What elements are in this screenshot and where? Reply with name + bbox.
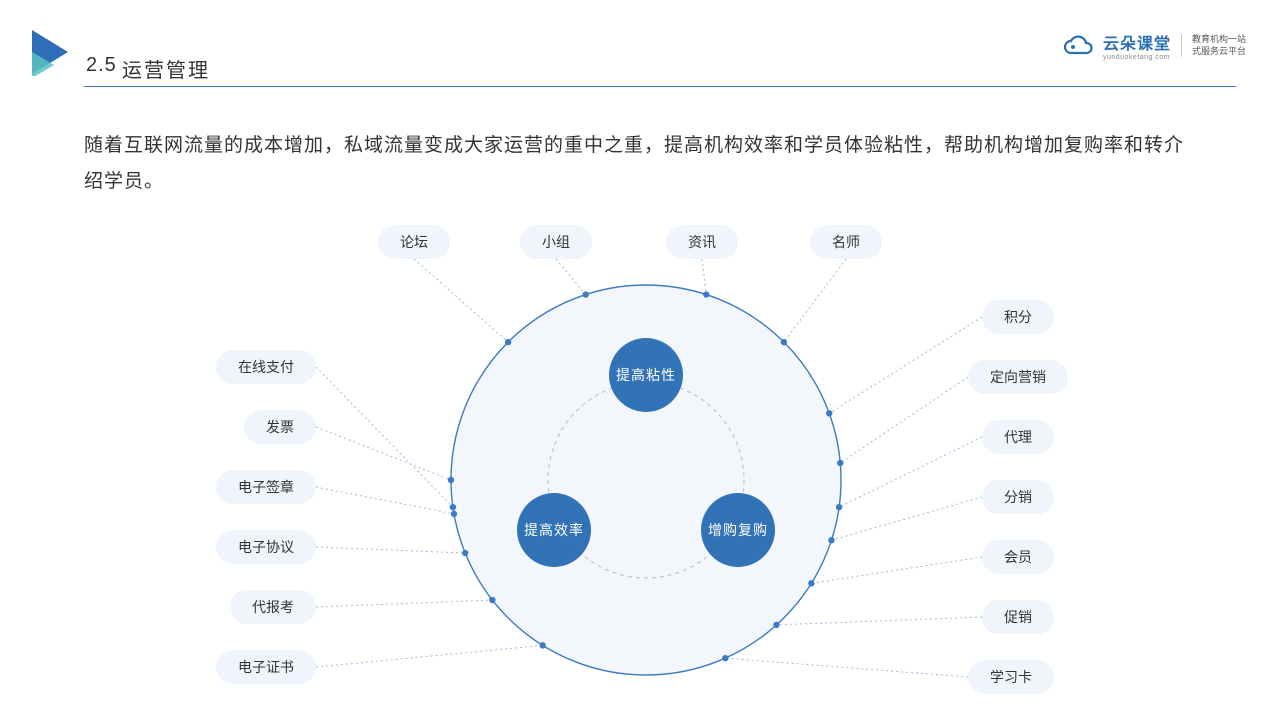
pill-node: 电子协议	[216, 530, 316, 564]
pill-node: 会员	[982, 540, 1054, 574]
pill-node: 分销	[982, 480, 1054, 514]
pill-node: 定向营销	[968, 360, 1068, 394]
hub-node: 提高粘性	[609, 338, 683, 412]
logo-sub-text: yunduoketang.com	[1103, 54, 1171, 61]
pill-node: 资讯	[666, 225, 738, 259]
logo-main-text: 云朵课堂	[1103, 30, 1171, 54]
operations-diagram: 论坛 小组 资讯 名师在线支付发票电子签章电子协议代报考电子证书 积分定向营销代理分销会…	[0, 200, 1280, 720]
pill-node: 在线支付	[216, 350, 316, 384]
cloud-icon	[1063, 35, 1093, 57]
pill-node: 积分	[982, 300, 1054, 334]
pill-node: 学习卡	[968, 660, 1054, 694]
section-number: 2.5	[86, 54, 117, 77]
title-underline	[84, 86, 1236, 87]
diagram-lines	[0, 200, 1280, 720]
brand-logo: 云朵课堂 yunduoketang.com 教育机构一站 式服务云平台	[1063, 30, 1246, 61]
pill-node: 名师	[810, 225, 882, 259]
pill-node: 促销	[982, 600, 1054, 634]
pill-node: 电子签章	[216, 470, 316, 504]
corner-play-icon	[32, 30, 72, 76]
pill-node: 代理	[982, 420, 1054, 454]
pill-node: 发票	[244, 410, 316, 444]
pill-node: 电子证书	[216, 650, 316, 684]
page-title: 运营管理	[122, 54, 210, 83]
hub-node: 增购复购	[701, 493, 775, 567]
pill-node: 论坛	[378, 225, 450, 259]
pill-node: 代报考	[230, 590, 316, 624]
body-paragraph: 随着互联网流量的成本增加，私域流量变成大家运营的重中之重，提高机构效率和学员体验…	[84, 128, 1194, 200]
hub-node: 提高效率	[517, 493, 591, 567]
logo-tagline: 教育机构一站 式服务云平台	[1181, 34, 1246, 57]
pill-node: 小组	[520, 225, 592, 259]
